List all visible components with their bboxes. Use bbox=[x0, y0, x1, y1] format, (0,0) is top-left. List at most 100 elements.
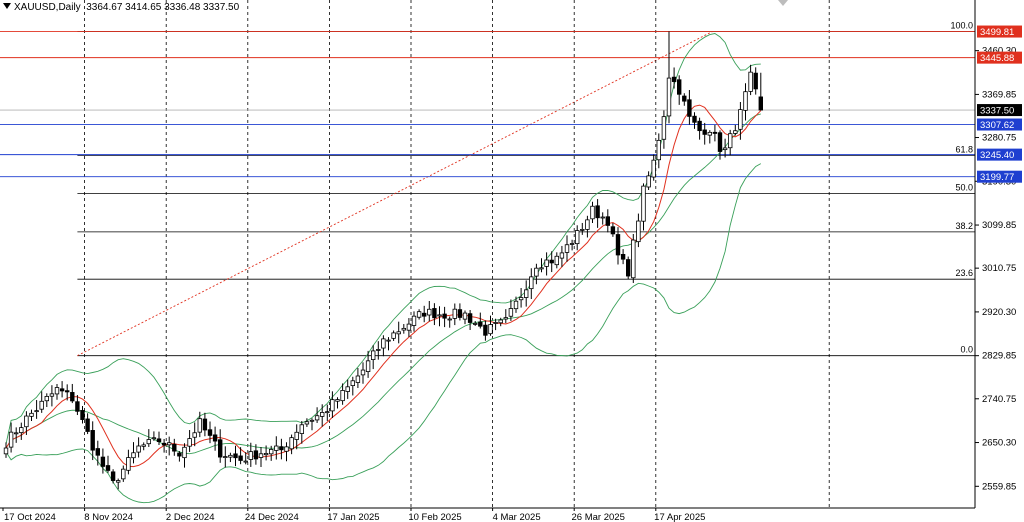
date-tick-label: 4 Mar 2025 bbox=[493, 512, 541, 522]
price-level-tag bbox=[977, 148, 1022, 161]
chart-title: XAUUSD,Daily 3364.67 3414.65 3336.48 333… bbox=[3, 2, 239, 13]
candle-body bbox=[263, 453, 269, 456]
candle-body bbox=[462, 312, 468, 320]
candle-body bbox=[743, 91, 748, 111]
candle-body bbox=[39, 400, 44, 410]
fib-level-label: 50.0 bbox=[955, 183, 973, 193]
candle-body bbox=[386, 339, 391, 342]
date-tick-label: 26 Mar 2025 bbox=[572, 512, 625, 522]
candle-body bbox=[416, 311, 422, 318]
candle-body bbox=[217, 439, 223, 458]
candle-body bbox=[34, 410, 39, 413]
candle-body bbox=[421, 312, 427, 317]
candle-body bbox=[228, 454, 233, 458]
candle-body bbox=[447, 318, 452, 321]
price-tick-label: 3099.85 bbox=[982, 220, 1016, 231]
candle-body bbox=[539, 267, 544, 270]
ohlc-readout: 3364.67 3414.65 3336.48 3337.50 bbox=[86, 2, 240, 13]
candle-body bbox=[44, 396, 49, 402]
candle-body bbox=[325, 411, 330, 414]
chart-shift-marker-icon bbox=[778, 0, 788, 6]
candle-body bbox=[299, 424, 304, 434]
price-tick-label: 2829.85 bbox=[982, 351, 1016, 362]
bollinger-lower-band bbox=[5, 163, 762, 504]
date-tick-label: 10 Feb 2025 bbox=[408, 512, 461, 522]
candle-body bbox=[641, 185, 646, 222]
candle-body bbox=[345, 386, 350, 392]
candle-body bbox=[631, 239, 636, 279]
candle-body bbox=[427, 308, 432, 316]
candle-body bbox=[600, 216, 605, 219]
candle-body bbox=[585, 219, 590, 230]
candle-body bbox=[65, 390, 70, 393]
candles-group bbox=[3, 31, 763, 490]
candle-body bbox=[146, 439, 151, 445]
candle-body bbox=[498, 319, 503, 324]
price-tick-label: 2740.75 bbox=[982, 394, 1016, 405]
date-tick-label: 24 Dec 2024 bbox=[245, 512, 299, 522]
candle-body bbox=[376, 349, 381, 351]
candle-body bbox=[141, 444, 146, 447]
candle-body bbox=[636, 220, 641, 243]
price-level-tag bbox=[977, 51, 1022, 64]
candle-body bbox=[192, 432, 197, 438]
date-tick-label: 17 Apr 2025 bbox=[654, 512, 705, 522]
candle-body bbox=[304, 421, 310, 425]
candle-body bbox=[513, 300, 519, 310]
candle-body bbox=[717, 132, 723, 152]
candle-body bbox=[253, 450, 259, 460]
candle-body bbox=[396, 331, 401, 335]
candle-body bbox=[309, 419, 315, 422]
candle-body bbox=[478, 321, 483, 327]
candle-body bbox=[161, 442, 167, 446]
candle-body bbox=[682, 95, 687, 102]
candle-body bbox=[49, 393, 55, 397]
candle-body bbox=[75, 401, 80, 412]
candle-body bbox=[126, 457, 131, 471]
candle-body bbox=[590, 205, 595, 220]
candle-body bbox=[355, 375, 361, 383]
candle-body bbox=[136, 445, 141, 453]
candle-body bbox=[692, 115, 697, 123]
candle-body bbox=[172, 443, 177, 452]
bollinger-upper-band bbox=[5, 33, 761, 445]
price-tick-label: 3369.85 bbox=[982, 89, 1016, 100]
candle-body bbox=[24, 415, 29, 428]
candle-body bbox=[350, 380, 355, 387]
candle-body bbox=[116, 480, 121, 483]
candle-body bbox=[59, 388, 65, 392]
candle-body bbox=[442, 313, 447, 319]
candle-body bbox=[177, 452, 182, 457]
candle-body bbox=[529, 276, 534, 290]
fib-level-label: 61.8 bbox=[955, 144, 973, 154]
price-tick-label: 2920.30 bbox=[982, 307, 1016, 318]
fib-level-label: 23.6 bbox=[955, 268, 973, 278]
candle-body bbox=[319, 412, 325, 417]
candle-body bbox=[605, 216, 610, 226]
candle-body bbox=[518, 297, 524, 301]
candle-body bbox=[212, 434, 218, 442]
collapse-triangle-icon[interactable] bbox=[3, 3, 11, 9]
candle-body bbox=[223, 456, 228, 458]
candle-body bbox=[406, 323, 412, 331]
candle-body bbox=[207, 429, 213, 436]
price-tick-label: 3280.75 bbox=[982, 133, 1016, 144]
current-price-tag-label: 3337.50 bbox=[980, 106, 1014, 117]
candle-body bbox=[268, 449, 274, 455]
candle-body bbox=[238, 455, 243, 461]
price-level-tag bbox=[977, 118, 1022, 131]
candle-body bbox=[70, 392, 75, 402]
candle-body bbox=[279, 446, 284, 451]
candle-body bbox=[671, 76, 677, 82]
candle-body bbox=[656, 139, 661, 161]
fib-level-label: 38.2 bbox=[955, 221, 973, 231]
candle-body bbox=[187, 438, 192, 447]
candle-body bbox=[549, 259, 554, 264]
candle-body bbox=[575, 230, 580, 245]
candle-body bbox=[534, 267, 539, 277]
fib-level-label: 100.0 bbox=[950, 21, 973, 31]
candle-body bbox=[340, 390, 345, 402]
candle-body bbox=[626, 259, 631, 277]
candle-body bbox=[401, 327, 406, 331]
